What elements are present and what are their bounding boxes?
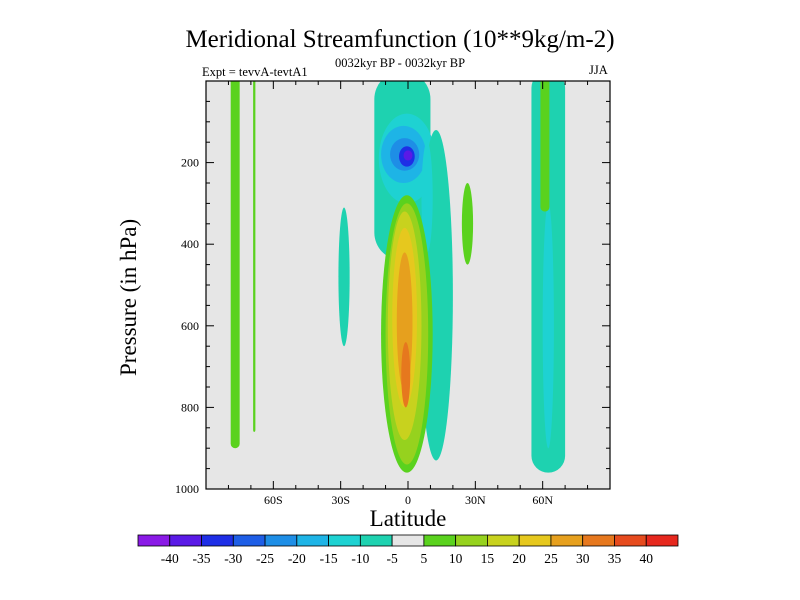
colorbar-swatch xyxy=(391,534,425,547)
x-tick-label: 60S xyxy=(264,493,283,507)
y-axis-label: Pressure (in hPa) xyxy=(116,218,141,376)
colorbar-swatch xyxy=(518,534,552,547)
season-label: JJA xyxy=(589,63,608,77)
colorbar-swatch xyxy=(201,534,234,547)
colorbar-label: 25 xyxy=(544,551,558,566)
colorbar-label: -10 xyxy=(351,551,369,566)
axes: 60S 30S 0 30N 60N 200 400 600 800 1000 xyxy=(175,80,611,507)
colorbar-swatch xyxy=(169,534,202,547)
colorbar-label: 5 xyxy=(421,551,428,566)
colorbar-label: -5 xyxy=(386,551,397,566)
contour-fill-layer xyxy=(230,81,566,473)
x-tick-label: 60N xyxy=(532,493,553,507)
experiment-label: Expt = tevvA-tevtA1 xyxy=(202,65,308,79)
colorbar-label: -25 xyxy=(256,551,274,566)
y-tick-label: 200 xyxy=(181,156,199,170)
chart-title: Meridional Streamfunction (10**9kg/m-2) xyxy=(185,26,615,53)
colorbar-swatch xyxy=(232,534,266,547)
colorbar-swatch xyxy=(614,534,647,547)
colorbar-label: 15 xyxy=(481,551,495,566)
contour-region-11 xyxy=(461,183,474,265)
colorbar-label: -15 xyxy=(320,551,338,566)
colorbar-swatch xyxy=(137,534,171,547)
contour-region-1 xyxy=(253,81,256,432)
colorbar-swatch xyxy=(359,534,393,547)
x-tick-label: 30S xyxy=(331,493,350,507)
colorbar-swatch xyxy=(423,534,457,547)
y-tick-label: 400 xyxy=(181,237,199,251)
colorbar-label: -30 xyxy=(224,551,242,566)
y-tick-label: 800 xyxy=(181,400,199,414)
x-axis-label: Latitude xyxy=(369,506,447,531)
contour-region-0 xyxy=(230,81,240,449)
contour-region-8 xyxy=(403,150,413,161)
colorbar-label: 20 xyxy=(512,551,526,566)
colorbar-label: 30 xyxy=(576,551,590,566)
colorbar: -40 -35 -30 -25 -20 -15 -10 -5 5 10 15 20 25 30 35 40 xyxy=(137,534,679,566)
colorbar-swatch xyxy=(264,534,298,547)
colorbar-swatch xyxy=(550,534,584,547)
contour-region-10 xyxy=(421,142,433,253)
contour-region-19 xyxy=(542,203,554,449)
contour-region-20 xyxy=(540,81,550,212)
colorbar-label: -20 xyxy=(288,551,306,566)
colorbar-swatch xyxy=(296,534,329,547)
x-tick-label: 30N xyxy=(465,493,486,507)
y-tick-label: 1000 xyxy=(175,482,199,496)
contour-region-17 xyxy=(401,342,411,408)
colorbar-label: -40 xyxy=(161,551,179,566)
colorbar-label: -35 xyxy=(193,551,211,566)
colorbar-label: 40 xyxy=(639,551,653,566)
y-tick-label: 600 xyxy=(181,319,199,333)
colorbar-swatch xyxy=(328,534,361,547)
chart-subtitle: 0032kyr BP - 0032kyr BP xyxy=(334,56,466,70)
colorbar-swatch xyxy=(582,534,615,547)
colorbar-label: 10 xyxy=(449,551,463,566)
contour-region-2 xyxy=(338,207,350,347)
x-tick-label: 0 xyxy=(405,493,411,507)
colorbar-swatch xyxy=(487,534,520,547)
colorbar-swatch xyxy=(455,534,488,547)
colorbar-label: 35 xyxy=(608,551,622,566)
colorbar-swatch xyxy=(645,534,679,547)
